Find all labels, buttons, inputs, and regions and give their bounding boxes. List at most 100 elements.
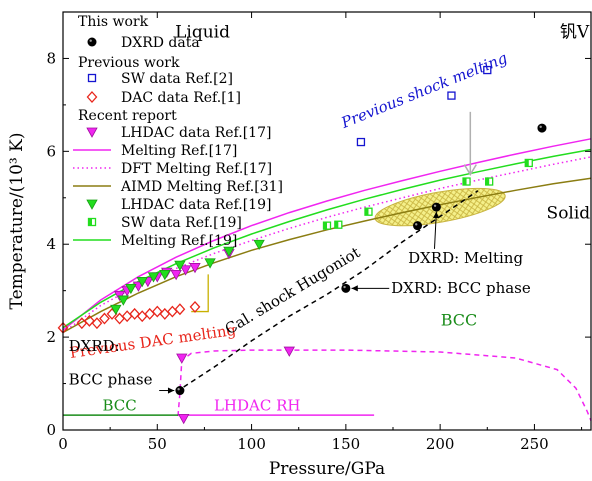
- marker-highlight: [89, 39, 92, 42]
- annotation-previous-shock: Previous shock melting: [338, 49, 510, 132]
- marker-highlight: [177, 388, 180, 391]
- legend-label: Melting Ref.[19]: [121, 233, 237, 249]
- x-tick-label: 100: [237, 435, 266, 453]
- annotation-dxrd-low-1: DXRD:: [69, 337, 120, 355]
- marker-triangle: [86, 199, 98, 210]
- marker-half: [485, 178, 490, 186]
- data-point-lhdac_ref19: [125, 283, 137, 295]
- annotation-dxrd-low-2: BCC phase: [69, 370, 153, 388]
- data-point-lhdac_ref17: [189, 263, 201, 274]
- marker-triangle: [136, 276, 148, 288]
- data-point-dxrd: [175, 386, 185, 396]
- data-point-sw_ref19: [364, 207, 373, 216]
- data-point-lhdac_ref17: [283, 346, 295, 357]
- marker-square: [483, 65, 492, 75]
- data-point-sw_ref19: [322, 221, 332, 230]
- marker-dot: [537, 123, 547, 133]
- marker-dot: [341, 283, 351, 293]
- marker-triangle: [178, 413, 190, 425]
- data-point-lhdac_ref17: [176, 353, 188, 364]
- data-point-dac_ref1: [144, 307, 156, 320]
- x-tick-label: 0: [58, 435, 68, 453]
- data-point-dac_ref1: [159, 307, 171, 320]
- marker-square: [447, 91, 456, 100]
- marker-diamond: [99, 312, 110, 325]
- legend-header: Recent report: [78, 108, 177, 124]
- data-point-lhdac_ref19: [136, 276, 148, 288]
- region-label-liquid: Liquid: [175, 23, 230, 43]
- marker-triangle: [170, 270, 182, 281]
- data-point-lhdac_ref19: [204, 258, 216, 269]
- y-tick-label: 6: [46, 142, 56, 160]
- legend-label: DFT Melting Ref.[17]: [121, 161, 272, 177]
- legend-label: DAC data Ref.[1]: [121, 90, 241, 106]
- x-tick-label: 150: [332, 435, 361, 453]
- legend-header: Previous work: [78, 55, 180, 71]
- x-tick-label: 50: [148, 435, 167, 453]
- legend-marker-dac_ref1: [86, 91, 98, 103]
- corner-label: 钒V: [560, 23, 590, 43]
- marker-triangle: [179, 265, 192, 276]
- data-point-dac_ref1: [166, 305, 178, 318]
- data-point-sw_ref19: [462, 177, 471, 186]
- marker-square: [356, 137, 366, 147]
- shock-arrow-head: [463, 164, 477, 177]
- marker-highlight: [539, 125, 542, 129]
- marker-half: [364, 208, 369, 216]
- data-point-lhdac_ref19: [159, 270, 171, 281]
- data-point-lhdac_ref17: [179, 265, 192, 276]
- data-point-sw_ref2: [483, 65, 492, 75]
- arrow-dxrd-melting-head: [433, 211, 440, 219]
- legend-label: AIMD Melting Ref.[31]: [120, 179, 283, 195]
- marker-triangle: [147, 272, 160, 283]
- legend-label: SW data Ref.[19]: [121, 215, 242, 231]
- marker-dot: [431, 202, 441, 212]
- marker-diamond: [189, 300, 201, 313]
- region-label-solid: Solid: [547, 204, 591, 224]
- y-tick-label: 8: [46, 49, 56, 67]
- x-axis-label: Pressure/GPa: [269, 459, 385, 479]
- marker-diamond: [159, 307, 171, 320]
- marker-half: [88, 218, 92, 226]
- legend-marker-dxrd: [87, 37, 97, 47]
- data-point-lhdac_ref19: [117, 295, 130, 306]
- dac-bracket: [191, 274, 209, 313]
- data-point-dxrd: [431, 202, 441, 212]
- marker-triangle: [189, 263, 201, 274]
- legend-label: Melting Ref.[17]: [121, 143, 237, 159]
- marker-highlight: [415, 223, 418, 226]
- series-line-aimd_ref31: [62, 177, 592, 334]
- data-point-dxrd: [413, 221, 423, 231]
- annotation-dxrd-melting: DXRD: Melting: [408, 249, 523, 267]
- legend-marker-lhdac_ref17: [86, 127, 98, 138]
- marker-diamond: [114, 312, 125, 325]
- data-point-dac_ref1: [136, 310, 148, 323]
- data-point-dac_ref1: [189, 300, 201, 313]
- data-point-sw_ref2: [356, 137, 366, 147]
- legend-label: DXRD data: [121, 35, 200, 51]
- marker-diamond: [86, 91, 98, 103]
- marker-diamond: [91, 317, 103, 330]
- marker-dot: [175, 386, 185, 396]
- x-tick-label: 250: [520, 435, 549, 453]
- data-point-dxrd: [537, 123, 547, 133]
- data-point-sw_ref19: [524, 158, 533, 168]
- marker-diamond: [174, 303, 186, 316]
- data-point-dxrd: [341, 283, 351, 293]
- data-point-dac_ref1: [129, 307, 141, 320]
- marker-half: [463, 178, 467, 186]
- data-point-sw_ref2: [447, 91, 456, 100]
- data-point-sw_ref19: [485, 177, 494, 186]
- marker-diamond: [129, 307, 141, 320]
- y-tick-label: 2: [46, 328, 56, 346]
- marker-triangle: [223, 246, 235, 258]
- data-point-lhdac_ref17: [178, 413, 190, 425]
- arrow-dxrd-bcc-head: [351, 285, 358, 292]
- marker-highlight: [343, 285, 346, 289]
- marker-diamond: [136, 310, 148, 323]
- marker-diamond: [84, 314, 95, 327]
- marker-highlight: [433, 204, 437, 207]
- plot-frame: [62, 11, 592, 431]
- marker-diamond: [166, 305, 178, 318]
